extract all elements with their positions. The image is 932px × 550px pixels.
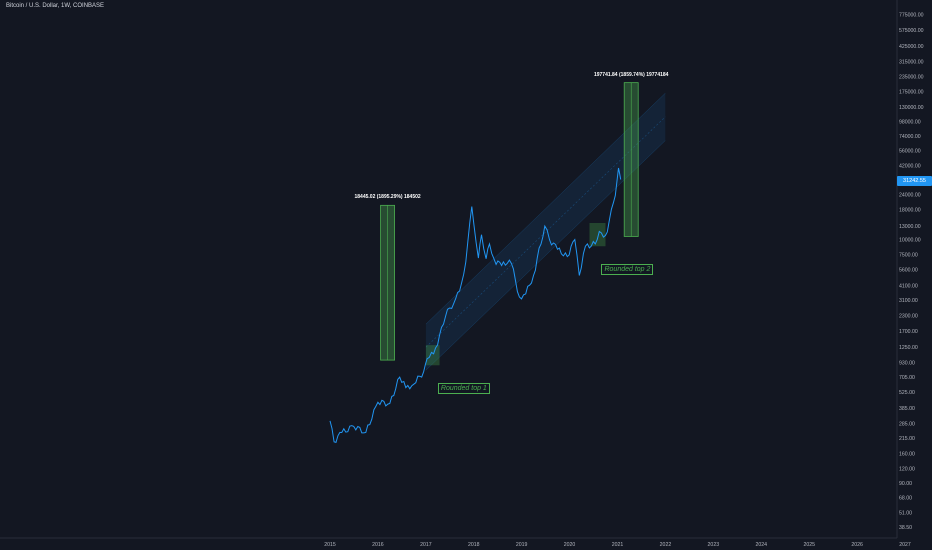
- rounded-top-box[interactable]: [425, 345, 440, 366]
- time-axis-tick-label: 2017: [420, 542, 432, 548]
- note-rounded-top-1[interactable]: Rounded top 1: [437, 383, 490, 395]
- time-axis-tick-label: 2026: [851, 542, 863, 548]
- price-axis-tick-label: 7500.00: [899, 253, 918, 259]
- time-axis-tick-label: 2022: [660, 542, 672, 548]
- time-axis-tick-label: 2016: [372, 542, 384, 548]
- current-price-badge: 31242.55: [897, 175, 932, 186]
- price-axis-tick-label: 215.00: [899, 436, 915, 442]
- parallel-channel[interactable]: [425, 92, 666, 371]
- price-axis-tick-label: 51.00: [899, 511, 912, 517]
- price-axis-tick-label: 24000.00: [899, 192, 921, 198]
- price-axis-tick-label: 425000.00: [899, 44, 924, 50]
- price-axis-tick-label: 575000.00: [899, 28, 924, 34]
- time-axis-tick-label: 2027: [899, 542, 911, 548]
- price-axis-tick-label: 175000.00: [899, 90, 924, 96]
- price-axis-tick-label: 315000.00: [899, 59, 924, 65]
- time-axis-tick-label: 2015: [324, 542, 336, 548]
- price-axis-tick-label: 90.00: [899, 481, 912, 487]
- price-axis-tick-label: 68.00: [899, 496, 912, 502]
- time-axis-tick-label: 2024: [755, 542, 767, 548]
- price-axis-tick-label: 1250.00: [899, 345, 918, 351]
- price-axis-tick-label: 705.00: [899, 375, 915, 381]
- channel-upper-line: [425, 92, 666, 325]
- price-axis-tick-label: 13000.00: [899, 224, 921, 230]
- rounded-top-box[interactable]: [589, 222, 606, 247]
- price-axis-tick-label: 42000.00: [899, 163, 921, 169]
- price-axis-tick-label: 74000.00: [899, 134, 921, 140]
- price-axis-tick-label: 285.00: [899, 422, 915, 428]
- time-axis-tick-label: 2023: [708, 542, 720, 548]
- channel-midline: [425, 116, 666, 348]
- price-line: [329, 167, 622, 444]
- price-axis-tick-label: 235000.00: [899, 74, 924, 80]
- price-axis-tick-label: 1700.00: [899, 329, 918, 335]
- symbol-title: Bitcoin / U.S. Dollar, 1W, COINBASE: [6, 3, 105, 9]
- time-axis-tick-label: 2025: [803, 542, 815, 548]
- channel-fill: [425, 93, 666, 371]
- time-axis-tick-label: 2019: [516, 542, 528, 548]
- price-axis-tick-label: 930.00: [899, 360, 915, 366]
- price-range-measurements[interactable]: [380, 82, 639, 361]
- price-axis-tick-label: 3100.00: [899, 298, 918, 304]
- range-label-1: 18445.02 (1895.29%) 184502: [354, 194, 421, 201]
- price-axis-tick-label: 130000.00: [899, 105, 924, 111]
- rounded-top-boxes[interactable]: [425, 222, 606, 366]
- price-axis-tick-label: 56000.00: [899, 149, 921, 155]
- price-axis-tick-label: 38.50: [899, 525, 912, 531]
- price-axis-tick-label: 5600.00: [899, 268, 918, 274]
- price-axis-tick-label: 2300.00: [899, 314, 918, 320]
- price-axis-tick-label: 385.00: [899, 406, 915, 412]
- channel-lower-line: [425, 140, 666, 371]
- range-label-2: 197741.84 (1859.74%) 19774184: [593, 71, 669, 78]
- time-axis[interactable]: 2015 2016 2017 2018 2019 2020 2021 2022 2023 2024…: [324, 542, 911, 548]
- price-axis-tick-label: 10000.00: [899, 238, 921, 244]
- price-axis-tick-label: 4100.00: [899, 284, 918, 290]
- time-axis-tick-label: 2018: [468, 542, 480, 548]
- price-axis-tick-label: 98000.00: [899, 120, 921, 126]
- price-axis-tick-label: 120.00: [899, 466, 915, 472]
- price-axis-tick-label: 160.00: [899, 451, 915, 457]
- price-axis-tick-label: 525.00: [899, 390, 915, 396]
- price-axis-tick-label: 18000.00: [899, 207, 921, 213]
- price-axis-tick-label: 775000.00: [899, 13, 924, 19]
- time-axis-tick-label: 2020: [564, 542, 576, 548]
- time-axis-tick-label: 2021: [612, 542, 624, 548]
- note-rounded-top-2[interactable]: Rounded top 2: [601, 264, 654, 276]
